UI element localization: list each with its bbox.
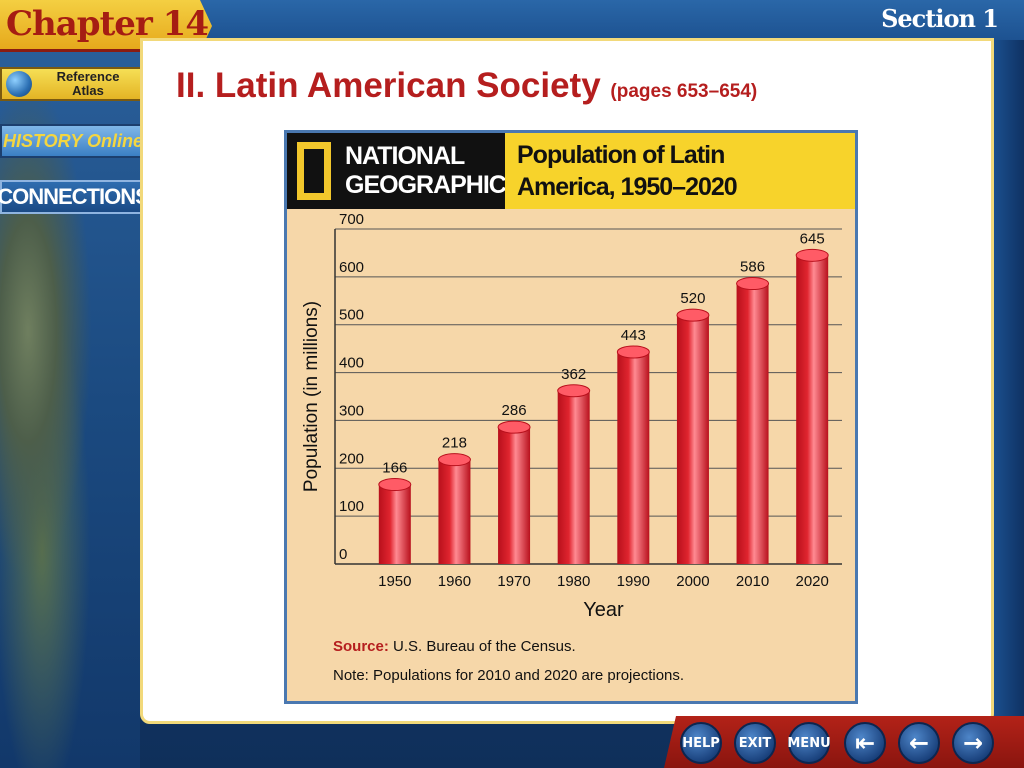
x-tick-label: 2000 — [676, 573, 709, 590]
x-axis-label: Year — [583, 599, 624, 621]
section-label: Section 1 — [881, 4, 999, 33]
forward-arrow-icon[interactable]: → — [952, 722, 994, 764]
chart-title-box: Population of Latin America, 1950–2020 — [505, 133, 855, 209]
chapter-label: Chapter 14 — [6, 4, 209, 44]
connections-button[interactable]: CONNECTIONS — [0, 180, 150, 214]
reference-atlas-label-1: Reference — [56, 69, 120, 84]
x-tick-label: 1970 — [497, 573, 530, 590]
y-tick-label: 400 — [339, 355, 364, 372]
source-label: Source: — [333, 638, 389, 655]
reference-atlas-label-2: Atlas — [72, 83, 104, 98]
bar-cap — [378, 478, 412, 492]
y-axis-label: Population (in millions) — [301, 301, 322, 492]
data-label: 286 — [502, 402, 527, 419]
y-tick-label: 500 — [339, 307, 364, 324]
data-label: 362 — [561, 366, 586, 383]
x-tick-label: 1950 — [378, 573, 411, 590]
chart-source: Source: U.S. Bureau of the Census. — [333, 638, 576, 655]
brand-line-1: NATIONAL — [345, 142, 465, 170]
history-online-label: HISTORY Online — [2, 130, 144, 151]
x-tick-label: 1960 — [438, 573, 471, 590]
menu-button[interactable]: MENU — [787, 722, 831, 764]
y-tick-label: 300 — [339, 402, 364, 419]
x-tick-label: 2020 — [796, 573, 829, 590]
right-border — [994, 40, 1024, 768]
chart-title-line-1: Population of Latin — [517, 141, 725, 169]
bar-cap — [676, 308, 710, 322]
bar — [498, 427, 531, 564]
chart-title-line-2: America, 1950–2020 — [517, 173, 738, 201]
bar-cap — [736, 277, 770, 291]
page-title: II. Latin American Society (pages 653–65… — [176, 66, 757, 106]
y-tick-label: 100 — [339, 498, 364, 515]
globe-icon — [6, 71, 32, 97]
chart-title: Population of Latin America, 1950–2020 — [517, 139, 738, 203]
y-tick-label: 600 — [339, 259, 364, 276]
exit-button[interactable]: EXIT — [734, 722, 776, 764]
chart-panel: NATIONAL GEOGRAPHIC Population of Latin … — [284, 130, 858, 704]
bar — [617, 351, 650, 564]
national-geographic-text: NATIONAL GEOGRAPHIC — [345, 142, 507, 200]
bar-cap — [437, 453, 471, 467]
page-title-text: II. Latin American Society — [176, 66, 601, 105]
data-label: 166 — [382, 460, 407, 477]
bar — [796, 255, 829, 565]
data-label: 443 — [621, 327, 646, 344]
bar — [676, 315, 709, 564]
y-tick-label: 0 — [339, 546, 347, 563]
map-background — [0, 40, 140, 768]
help-button[interactable]: HELP — [680, 722, 722, 764]
bar-cap — [616, 345, 650, 359]
x-tick-label: 1990 — [617, 573, 650, 590]
first-slide-arrow-icon[interactable]: ⇤ — [844, 722, 886, 764]
bar — [557, 390, 590, 564]
data-label: 218 — [442, 435, 467, 452]
bar — [438, 459, 471, 564]
data-label: 586 — [740, 259, 765, 276]
reference-atlas-button[interactable]: Reference Atlas — [0, 67, 146, 101]
y-tick-label: 700 — [339, 211, 364, 228]
connections-label: CONNECTIONS — [0, 184, 150, 209]
y-tick-label: 200 — [339, 450, 364, 467]
back-arrow-icon[interactable]: ← — [898, 722, 940, 764]
chart-note: Note: Populations for 2010 and 2020 are … — [333, 667, 685, 684]
bar-cap — [497, 420, 531, 434]
data-label: 520 — [680, 290, 705, 307]
national-geographic-frame-icon — [297, 142, 331, 200]
national-geographic-logo: NATIONAL GEOGRAPHIC — [287, 133, 507, 209]
population-bar-chart: 0 100 200 300 400 500 600 700 Population (in mil… — [301, 211, 842, 621]
x-tick-label: 2010 — [736, 573, 769, 590]
bar-cap — [795, 248, 829, 262]
data-label: 645 — [800, 230, 825, 247]
brand-line-2: GEOGRAPHIC — [345, 171, 507, 199]
page-range: (pages 653–654) — [610, 81, 758, 102]
bar — [736, 283, 769, 564]
x-tick-label: 1980 — [557, 573, 590, 590]
source-text: U.S. Bureau of the Census. — [388, 638, 576, 655]
history-online-button[interactable]: HISTORY Online — [0, 124, 146, 158]
bar — [378, 484, 411, 564]
bar-cap — [557, 384, 591, 398]
